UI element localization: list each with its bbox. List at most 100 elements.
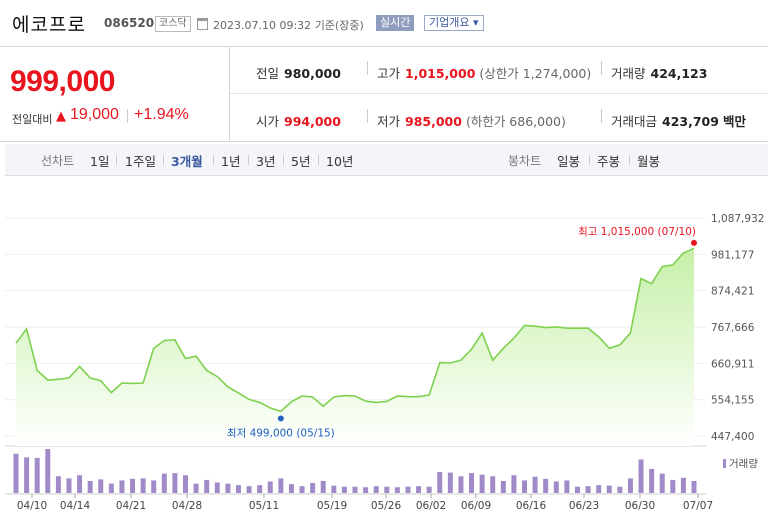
- low-label: 최저 499,000 (05/15): [227, 427, 335, 439]
- x-tick-label: 05/26: [371, 500, 402, 512]
- volume-bar: [151, 480, 157, 493]
- volume-bar: [119, 480, 125, 493]
- prev-close-value: 980,000: [284, 66, 341, 81]
- volume-bar: [564, 480, 570, 493]
- volume-bar: [183, 475, 188, 493]
- volume-bar: [172, 473, 178, 493]
- amount-unit: 백만: [722, 114, 746, 129]
- volume-bar: [447, 472, 453, 493]
- volume-bar: [267, 481, 273, 493]
- period-1d[interactable]: 1일: [90, 154, 110, 169]
- divider: [213, 155, 214, 165]
- summary-row-divider: [230, 93, 768, 94]
- lower-limit: (하한가 686,000): [465, 114, 566, 129]
- price-line: [15, 247, 695, 413]
- volume-bar: [257, 485, 263, 493]
- volume-bar: [98, 479, 104, 493]
- volume-bar: [532, 476, 538, 493]
- volume-bar: [24, 457, 30, 493]
- period-5y[interactable]: 5년: [291, 154, 311, 169]
- volume-bar: [310, 483, 316, 493]
- high-cell: 고가 1,015,000 (상한가 1,274,000): [377, 63, 591, 82]
- volume-bar: [235, 485, 241, 493]
- market-badge: 코스닥: [155, 16, 191, 32]
- volume-bar: [543, 478, 549, 493]
- volume-bar: [691, 480, 697, 493]
- volume-bar: [108, 483, 114, 493]
- volume-bar: [649, 468, 655, 493]
- volume-bar: [341, 486, 347, 493]
- x-tick-label: 06/02: [416, 500, 446, 512]
- datetime-basis: 기준(장중): [314, 19, 364, 32]
- volume-bar: [617, 486, 623, 493]
- volume-bar: [140, 478, 146, 493]
- open-label: 시가: [256, 114, 280, 129]
- quote-datetime: 2023.07.10 09:32 기준(장중): [213, 17, 364, 33]
- volume-legend-label: 거래량: [729, 458, 758, 470]
- period-10y[interactable]: 10년: [326, 154, 354, 169]
- volume-bar: [161, 473, 167, 493]
- period-1w[interactable]: 1주일: [125, 154, 156, 169]
- volume-bar: [606, 485, 612, 493]
- change-divider: [127, 109, 128, 123]
- y-tick-label: 554,155: [711, 395, 754, 407]
- amount-value: 423,709: [662, 114, 719, 129]
- y-tick-label: 447,400: [711, 431, 754, 443]
- volume-bar: [659, 473, 665, 493]
- x-tick-label: 06/23: [569, 500, 599, 512]
- divider: [116, 155, 117, 165]
- y-tick-label: 767,666: [711, 322, 755, 334]
- volume-bar: [13, 453, 19, 493]
- volume-bar: [511, 475, 517, 493]
- prev-close-cell: 전일 980,000: [256, 63, 341, 82]
- open-cell: 시가 994,000: [256, 111, 341, 130]
- volume-bar: [214, 482, 220, 493]
- prev-close-label: 전일: [256, 66, 280, 81]
- volume-bar: [204, 479, 210, 493]
- volume-bar: [288, 484, 294, 493]
- candle-weekly[interactable]: 주봉: [597, 154, 621, 169]
- y-tick-label: 981,177: [711, 249, 754, 261]
- divider: [589, 155, 590, 165]
- x-tick-label: 05/11: [249, 500, 279, 512]
- low-marker: [277, 415, 284, 422]
- low-cell: 저가 985,000 (하한가 686,000): [377, 111, 566, 130]
- high-label: 고가: [377, 66, 401, 81]
- volume-bar: [225, 483, 231, 493]
- volume-bar: [299, 486, 305, 493]
- volume-bar: [553, 481, 559, 493]
- period-1y[interactable]: 1년: [221, 154, 241, 169]
- stock-name: 에코프로: [12, 14, 86, 36]
- period-selector-bar: 선차트 1일 1주일 3개월 1년 3년 5년 10년 봉차트 일봉 주봉 월봉: [5, 144, 768, 176]
- volume-bar: [500, 480, 506, 493]
- volume-bar: [394, 487, 400, 493]
- current-price: 999,000: [10, 65, 115, 98]
- divider: [367, 109, 368, 123]
- x-axis-labels: 04/10 04/14 04/21 04/28 05/11 05/19 05/26 06/02…: [17, 494, 713, 512]
- volume-bar: [66, 478, 72, 493]
- period-3y[interactable]: 3년: [256, 154, 276, 169]
- period-3m[interactable]: 3개월: [171, 154, 203, 169]
- x-tick-label: 04/14: [60, 500, 91, 512]
- realtime-button[interactable]: 실시간: [376, 15, 415, 31]
- volume-bar: [490, 476, 496, 493]
- price-chart[interactable]: 1,087,932 981,177 874,421 767,666 660,911 554…: [0, 177, 768, 532]
- candle-daily[interactable]: 일봉: [557, 154, 581, 169]
- x-tick-label: 06/30: [625, 500, 655, 512]
- volume-value: 424,123: [650, 66, 708, 81]
- change-label: 전일대비: [12, 113, 53, 126]
- volume-bar: [87, 480, 93, 493]
- amount-label: 거래대금: [611, 114, 658, 129]
- volume-bar: [469, 473, 475, 493]
- price-box: 999,000 전일대비 ▲ 19,000 +1.94%: [0, 47, 230, 141]
- candle-monthly[interactable]: 월봉: [637, 154, 661, 169]
- volume-bar: [363, 487, 369, 493]
- extreme-markers: 최고 1,015,000 (07/10) 최저 499,000 (05/15): [227, 226, 697, 439]
- volume-bar: [331, 485, 337, 493]
- divider: [367, 61, 368, 75]
- volume-bar: [77, 475, 83, 493]
- y-axis-labels: 1,087,932 981,177 874,421 767,666 660,911 554…: [711, 213, 764, 443]
- volume-bar: [522, 480, 527, 493]
- divider: [601, 61, 602, 75]
- company-info-button[interactable]: 기업개요 ▾: [424, 15, 484, 31]
